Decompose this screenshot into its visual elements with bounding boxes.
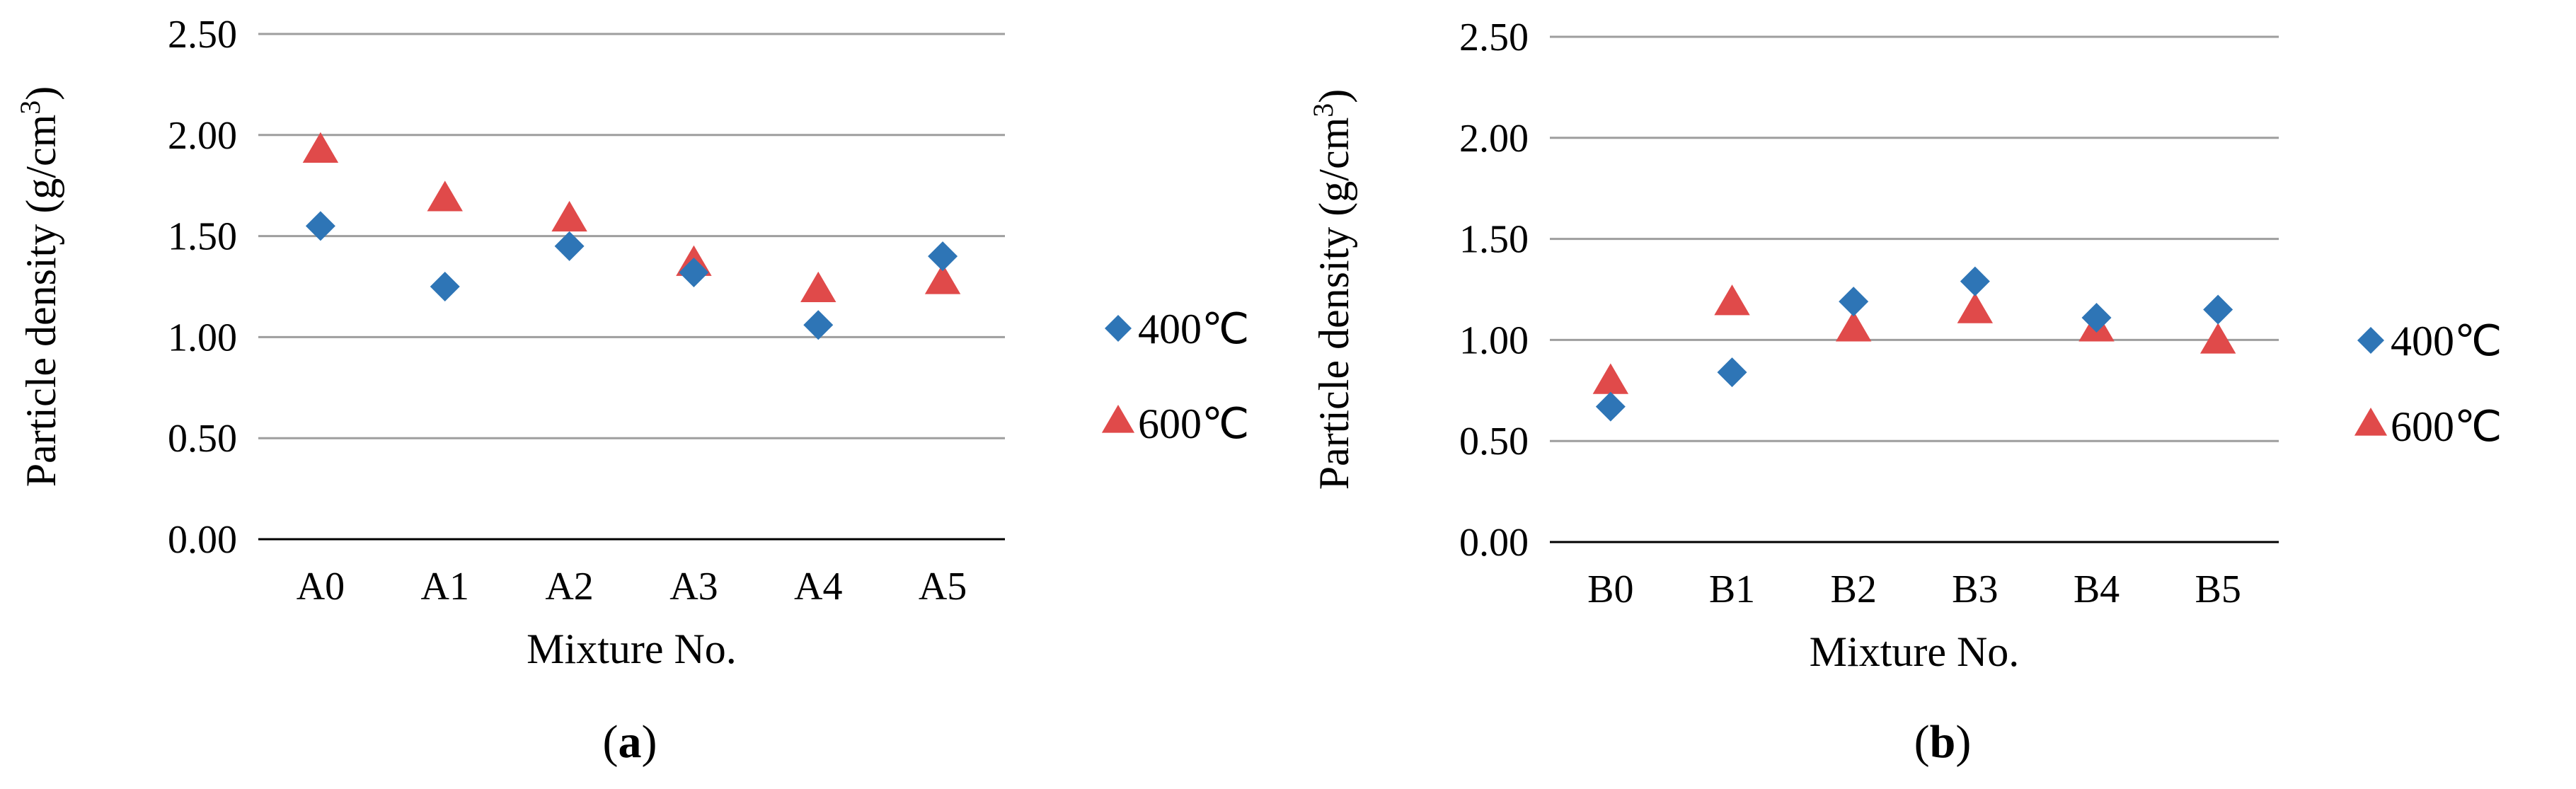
y-axis-title-close-a: ) — [18, 86, 64, 100]
y-tick-label: 2.50 — [168, 13, 237, 57]
x-tick-label: B1 — [1709, 568, 1755, 611]
legend-label-600-b: 600℃ — [2391, 403, 2502, 450]
gridlines-a — [258, 33, 1005, 439]
legend-marker-diamond-a — [1105, 315, 1132, 342]
y-axis-title-close-b: ) — [1311, 89, 1357, 103]
data-point-400 — [1960, 266, 1990, 296]
data-points-a — [302, 132, 961, 340]
data-point-600 — [302, 132, 339, 163]
y-axis-title-sup-b: 3 — [1307, 103, 1339, 117]
y-tick-label: 2.00 — [168, 114, 237, 158]
data-point-400 — [1839, 287, 1869, 317]
legend-marker-triangle-a — [1101, 405, 1135, 433]
legend-label-400-a: 400℃ — [1138, 306, 1249, 352]
data-point-400 — [2081, 302, 2112, 333]
y-axis-title-a: Particle density (g/cm3) — [14, 86, 65, 488]
caption-letter-b: b — [1930, 716, 1956, 768]
legend-a: 400℃ 600℃ — [1101, 306, 1249, 447]
x-tick-label: B5 — [2195, 568, 2241, 611]
y-axis-title-b: Particle density (g/cm3) — [1307, 89, 1358, 490]
data-point-600 — [1592, 363, 1629, 394]
y-tick-label: 2.50 — [1459, 16, 1529, 59]
x-tick-label: B0 — [1587, 568, 1633, 611]
y-tick-labels-a: 0.00 0.50 1.00 1.50 2.00 2.50 — [168, 13, 237, 562]
data-point-400 — [554, 231, 585, 261]
chart-panel-b: 0.00 0.50 1.00 1.50 2.00 2.50 B0 B1 B2 B3 B4 B5 Mi… — [1307, 16, 2502, 768]
legend-marker-triangle-b — [2354, 408, 2388, 436]
data-point-600 — [551, 200, 587, 232]
y-tick-label: 0.50 — [1459, 420, 1529, 463]
legend-b: 400℃ 600℃ — [2354, 318, 2502, 450]
x-tick-label: A0 — [297, 565, 345, 609]
x-tick-label: B2 — [1830, 568, 1876, 611]
x-tick-label: A3 — [669, 565, 718, 609]
y-tick-label: 1.00 — [168, 316, 237, 359]
y-axis-title-main-a: Particle density (g/cm — [18, 115, 64, 488]
data-point-400 — [305, 211, 335, 241]
data-points-b — [1592, 266, 2236, 422]
x-tick-label: B3 — [1952, 568, 1998, 611]
y-tick-label: 1.50 — [168, 215, 237, 259]
x-tick-label: B4 — [2074, 568, 2120, 611]
data-point-600 — [427, 180, 463, 212]
chart-panel-a: 0.00 0.50 1.00 1.50 2.00 2.50 A0 A1 A2 A3 A4 A5 Mi… — [14, 13, 1250, 768]
x-tick-label: A1 — [421, 565, 469, 609]
data-point-400 — [2203, 294, 2233, 325]
data-point-400 — [430, 272, 460, 301]
data-point-400 — [803, 310, 834, 340]
y-tick-label: 2.00 — [1459, 117, 1529, 161]
gridlines-b — [1550, 35, 2279, 442]
y-tick-labels-b: 0.00 0.50 1.00 1.50 2.00 2.50 — [1459, 16, 1529, 565]
y-tick-label: 0.00 — [168, 518, 237, 562]
y-tick-label: 0.00 — [1459, 521, 1529, 565]
x-tick-label: A5 — [919, 565, 967, 609]
data-point-400 — [1595, 391, 1626, 422]
y-tick-label: 0.50 — [168, 417, 237, 461]
y-tick-label: 1.00 — [1459, 318, 1529, 362]
x-tick-label: A4 — [794, 565, 842, 609]
data-point-400 — [679, 258, 709, 288]
x-axis-title-b: Mixture No. — [1810, 628, 2020, 675]
data-point-600 — [1957, 292, 1994, 323]
legend-label-400-b: 400℃ — [2391, 318, 2502, 364]
data-point-600 — [800, 271, 836, 303]
legend-label-600-a: 600℃ — [1138, 401, 1249, 447]
caption-letter-a: a — [619, 716, 642, 768]
x-tick-labels-a: A0 A1 A2 A3 A4 A5 — [297, 565, 967, 609]
caption-b: (b) — [1914, 716, 1972, 768]
x-axis-title-a: Mixture No. — [527, 626, 737, 672]
data-point-400 — [1717, 357, 1747, 388]
y-axis-title-main-b: Particle density (g/cm — [1311, 117, 1357, 490]
y-tick-label: 1.50 — [1459, 218, 1529, 262]
y-axis-title-sup-a: 3 — [14, 100, 46, 115]
data-point-600 — [924, 263, 961, 294]
data-point-600 — [1835, 311, 1872, 342]
caption-a: (a) — [603, 716, 657, 768]
data-point-600 — [1714, 284, 1750, 316]
data-point-400 — [928, 241, 958, 272]
legend-marker-diamond-b — [2357, 327, 2384, 354]
data-point-600 — [2200, 323, 2236, 354]
x-tick-label: A2 — [545, 565, 593, 609]
x-tick-labels-b: B0 B1 B2 B3 B4 B5 — [1587, 568, 2241, 611]
